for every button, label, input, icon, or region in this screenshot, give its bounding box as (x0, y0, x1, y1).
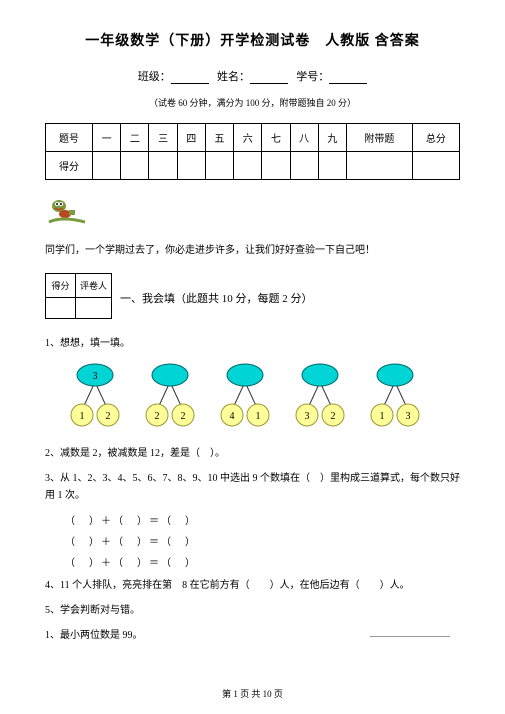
judge-blank (370, 627, 450, 637)
eq2: （ ）＋（ ）＝（ ） (65, 533, 460, 548)
q5: 5、学会判断对与错。 (45, 602, 460, 619)
svg-text:4: 4 (230, 411, 235, 422)
info-row: 班级： 姓名： 学号： (45, 68, 460, 84)
exam-note: （试卷 60 分钟，满分为 100 分，附带题独自 20 分） (45, 96, 460, 109)
eq3: （ ）＋（ ）＝（ ） (65, 554, 460, 569)
name-blank (250, 72, 288, 84)
id-label: 学号： (296, 71, 329, 83)
eq1: （ ）＋（ ）＝（ ） (65, 512, 460, 527)
q5a: 1、最小两位数是 99。 (45, 627, 460, 644)
svg-text:3: 3 (93, 371, 98, 382)
grade-table: 得分评卷人 (45, 273, 112, 319)
svg-text:1: 1 (80, 411, 85, 422)
svg-text:2: 2 (331, 411, 336, 422)
svg-text:1: 1 (380, 411, 385, 422)
svg-text:2: 2 (106, 411, 111, 422)
svg-text:3: 3 (406, 411, 411, 422)
svg-text:2: 2 (181, 411, 186, 422)
q2: 2、减数是 2，被减数是 12，差是（ ）。 (45, 445, 460, 462)
svg-text:1: 1 (256, 411, 261, 422)
score-table: 题号一二三四五六七八九附带题总分 得分 (45, 123, 460, 180)
svg-text:3: 3 (305, 411, 310, 422)
q4: 4、11 个人排队，亮亮排在第 8 在它前方有（ ）人，在他后边有（ ）人。 (45, 577, 460, 594)
q3: 3、从 1、2、3、4、5、6、7、8、9、10 中选出 9 个数填在（ ）里构… (45, 470, 460, 504)
q1: 1、想想，填一填。 (45, 335, 460, 352)
message: 同学们，一个学期过去了，你必走进步许多，让我们好好查验一下自己吧！ (45, 243, 460, 259)
id-blank (329, 72, 367, 84)
svg-text:2: 2 (155, 411, 160, 422)
section-1-title: 一、我会填（此题共 10 分，每题 2 分） (120, 290, 313, 306)
name-label: 姓名： (217, 71, 250, 83)
class-blank (171, 72, 209, 84)
page-title: 一年级数学（下册）开学检测试卷 人教版 含答案 (45, 30, 460, 50)
cartoon-icon (47, 196, 460, 231)
tree-diagram: 3 1 2 2 2 4 1 3 2 1 3 (65, 360, 460, 433)
page-footer: 第 1 页 共 10 页 (0, 687, 505, 700)
class-label: 班级： (138, 71, 171, 83)
